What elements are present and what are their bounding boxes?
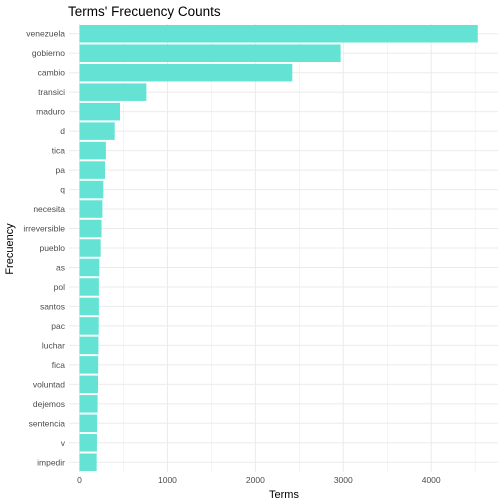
bar-v [79,434,97,452]
y-tick-label: santos [40,301,65,311]
y-tick-label: pac [51,321,65,331]
bar-sentencia [79,414,98,433]
bar-venezuela [79,24,478,43]
y-tick-label: cambio [38,68,66,78]
y-tick-label: transici [38,87,65,97]
x-axis-label: Terms [269,489,299,501]
y-tick-label: d [60,126,65,136]
bar-cambio [79,63,293,82]
x-tick-label: 3000 [334,475,353,485]
bar-fica [79,356,99,374]
y-tick-label: voluntad [33,379,65,389]
y-tick-label: necesita [33,204,65,214]
y-tick-label: luchar [42,340,65,350]
bar-impedir [79,453,97,472]
x-tick-labels: 0 1000 2000 3000 4000 [77,475,441,485]
chart-title: Terms' Frecuency Counts [68,4,221,19]
bar-d [79,122,115,140]
y-tick-label: pa [56,165,66,175]
y-tick-label: maduro [36,107,65,117]
x-tick-label: 0 [77,475,82,485]
bar-pa [79,161,106,179]
y-tick-label: irreversible [23,224,65,234]
y-tick-label: dejemos [33,399,65,409]
bar-luchar [79,336,99,355]
y-tick-label: tica [52,146,66,156]
bar-pol [79,278,99,296]
bar-santos [79,297,99,316]
bar-pueblo [79,239,101,257]
x-tick-label: 1000 [158,475,177,485]
y-tick-label: fica [52,360,66,370]
bar-pac [79,317,99,335]
y-tick-label: v [61,438,66,448]
y-tick-label: pueblo [39,243,65,253]
y-tick-label: q [60,185,65,195]
y-tick-label: gobierno [32,48,65,58]
bar-transici [79,83,147,101]
bar-as [79,258,100,277]
x-tick-label: 2000 [246,475,265,485]
x-tick-label: 4000 [422,475,441,485]
bar-irreversible [79,219,102,238]
y-tick-labels: venezuela gobierno cambio transici maduro d ti… [23,29,65,468]
y-tick-label: as [56,262,65,272]
bar-tica [79,141,106,160]
y-tick-label: sentencia [29,418,66,428]
y-tick-label: pol [54,282,65,292]
bar-maduro [79,102,120,121]
y-tick-label: venezuela [26,29,65,39]
bar-necesita [79,200,103,218]
y-axis-label: Frecuency [4,223,16,275]
bars [79,24,478,472]
y-tick-label: impedir [37,457,65,467]
bar-q [79,180,104,199]
bar-voluntad [79,375,99,394]
bar-gobierno [79,44,341,62]
bar-dejemos [79,395,98,413]
